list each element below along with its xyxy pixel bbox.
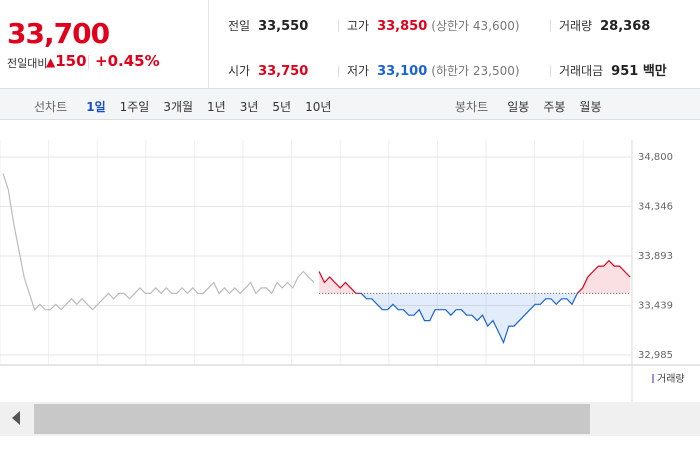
divider (338, 64, 339, 77)
candle-tabs: 봉차트 일봉 주봉 월봉 (455, 96, 616, 115)
stat-value: 951 백만 (611, 64, 667, 79)
area-down (319, 293, 630, 343)
vertical-grid (0, 140, 633, 365)
legend-swatch (652, 374, 654, 383)
divider (208, 0, 209, 88)
tab[interactable]: 1일 (86, 100, 106, 114)
price-line-up (318, 259, 631, 294)
tab[interactable]: 5년 (272, 100, 292, 114)
divider (338, 19, 339, 32)
stat-value: 33,850 (377, 19, 428, 34)
tab[interactable]: 3개월 (163, 100, 194, 114)
tab[interactable]: 1주일 (119, 100, 150, 114)
stat: 전일 33,550 (228, 15, 308, 34)
divider (550, 64, 551, 77)
price: 33,700 (7, 17, 110, 50)
y-tick-label: 33,893 (638, 251, 673, 262)
divider (550, 19, 551, 32)
change: ▲150 (46, 52, 87, 70)
y-tick-label: 32,985 (638, 350, 673, 361)
price-line-down (355, 293, 579, 345)
stat-value: 33,750 (258, 64, 309, 79)
price-line (2, 173, 315, 311)
area-up (319, 260, 630, 294)
change-value: 150 (55, 52, 87, 70)
stat-label: 전일 (228, 19, 251, 33)
stat: 거래대금 951 백만 (550, 60, 667, 79)
tab-group-label: 선차트 (34, 100, 68, 114)
stat: 거래량 28,368 (550, 15, 650, 34)
stat-label: 시가 (228, 64, 251, 78)
tab-bar (0, 89, 700, 120)
line-tabs: 선차트 1일 1주일 3개월 1년 3년 5년 10년 (34, 96, 345, 115)
stat-label: 저가 (347, 64, 370, 78)
tab[interactable]: 월봉 (579, 100, 602, 114)
stat-extra: (상한가 43,600) (431, 19, 520, 33)
y-tick-label: 34,800 (638, 152, 673, 163)
stat-value: 33,550 (258, 19, 309, 34)
stat: 고가 33,850 (상한가 43,600) (338, 15, 520, 34)
tab[interactable]: 주봉 (543, 100, 566, 114)
stat: 시가 33,750 (228, 60, 308, 79)
y-tick-label: 34,346 (638, 202, 673, 213)
stat-extra: (하한가 23,500) (431, 64, 520, 78)
stat-value: 33,100 (377, 64, 428, 79)
tab[interactable]: 3년 (239, 100, 259, 114)
tab[interactable]: 일봉 (507, 100, 530, 114)
up-icon: ▲ (46, 55, 56, 69)
chart: 거래량 34,800 34,346 33,893 33,439 32,985 (0, 140, 700, 402)
tab-group-label: 봉차트 (455, 100, 489, 114)
tab[interactable]: 10년 (305, 100, 332, 114)
scroll-thumb[interactable] (34, 404, 590, 434)
legend-label: 거래량 (657, 373, 685, 385)
stat-value: 28,368 (600, 19, 651, 34)
header (0, 0, 700, 89)
change-label: 전일대비 (7, 57, 48, 70)
y-tick-label: 33,439 (638, 300, 673, 311)
stat-label: 거래대금 (559, 64, 604, 78)
stat-label: 거래량 (559, 19, 593, 33)
divider (88, 55, 89, 69)
change-pct: +0.45% (95, 52, 160, 70)
stat: 저가 33,100 (하한가 23,500) (338, 60, 520, 79)
scroll-left[interactable] (12, 411, 20, 425)
stat-label: 고가 (347, 19, 370, 33)
tab[interactable]: 1년 (207, 100, 226, 114)
